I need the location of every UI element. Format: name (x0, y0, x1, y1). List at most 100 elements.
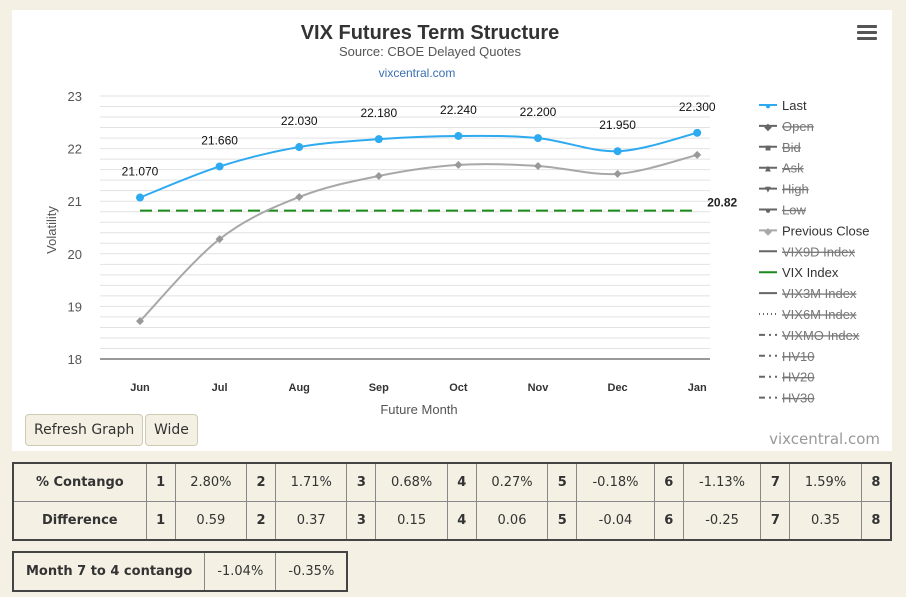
y-tick-label: 19 (68, 299, 82, 314)
last-data-label: 22.180 (360, 106, 397, 120)
legend-marker-icon: ◆ (764, 226, 772, 237)
legend-label: Ask (782, 161, 804, 176)
last-point (136, 193, 144, 202)
month-index: 4 (446, 501, 477, 541)
last-data-label: 22.030 (281, 114, 318, 128)
y-tick-label: 20 (68, 247, 82, 262)
term-structure-chart: VIX Futures Term Structure Source: CBOE … (44, 22, 869, 417)
month-index: 6 (653, 462, 684, 502)
row-label: Month 7 to 4 contango (12, 551, 206, 592)
legend-label: VIXMO Index (782, 328, 860, 343)
x-tick-label: Jul (212, 382, 228, 394)
last-point (534, 134, 542, 143)
last-data-label: 21.660 (201, 133, 238, 147)
legend-item-hv20[interactable]: HV20 (759, 370, 815, 385)
y-tick-label: 22 (68, 142, 82, 157)
cell-value: -0.35% (275, 551, 348, 592)
legend-item-open[interactable]: ◆ Open (759, 119, 814, 134)
last-data-label: 22.300 (679, 100, 716, 114)
table-row: Difference 1 0.59 2 0.37 3 0.15 4 0.06 5 -0.04 6 -0.… (12, 501, 892, 541)
legend-marker-icon: ● (765, 206, 771, 217)
chart-link[interactable]: vixcentral.com (379, 66, 456, 80)
last-data-label: 22.240 (440, 103, 477, 117)
legend-item-ask[interactable]: ▲ Ask (759, 161, 804, 176)
x-tick-label: Aug (289, 382, 310, 394)
last-point (454, 131, 463, 140)
cell-value: -1.04% (204, 551, 277, 592)
cell-value: -1.13% (682, 462, 762, 502)
last-data-label: 22.200 (520, 105, 557, 119)
wide-button[interactable]: Wide (145, 414, 198, 446)
chart-title: VIX Futures Term Structure (301, 22, 560, 44)
legend-label: VIX3M Index (782, 286, 857, 301)
legend-label: Bid (782, 140, 801, 155)
month-index: 3 (346, 462, 377, 502)
previous-close-point (534, 161, 542, 170)
legend-item-vix3m-index[interactable]: VIX3M Index (759, 286, 857, 301)
month-index: 8 (860, 501, 892, 541)
x-tick-label: Jan (688, 382, 707, 394)
legend-label: HV10 (782, 349, 815, 364)
month-index: 2 (246, 462, 277, 502)
month-index: 7 (760, 462, 791, 502)
y-tick-label: 18 (68, 352, 82, 367)
month-index: 8 (860, 462, 892, 502)
credit-link[interactable]: vixcentral.com (769, 430, 880, 448)
cell-value: 0.15 (375, 501, 448, 541)
legend-label: VIX Index (782, 265, 839, 280)
previous-close-point (136, 317, 144, 326)
table-row: % Contango 1 2.80% 2 1.71% 3 0.68% 4 0.27% 5 -0.18… (12, 462, 892, 502)
month-index: 3 (346, 501, 377, 541)
month-index: 6 (653, 501, 684, 541)
previous-close-point (215, 235, 224, 244)
cell-value: 0.68% (375, 462, 448, 502)
legend-item-vix9d-index[interactable]: VIX9D Index (759, 244, 855, 259)
last-point (613, 147, 622, 156)
legend-item-vix-index[interactable]: VIX Index (759, 265, 839, 280)
previous-close-point (295, 192, 304, 201)
legend-label: High (782, 182, 809, 197)
legend-label: HV20 (782, 370, 815, 385)
cell-value: 0.27% (475, 462, 549, 502)
legend-label: Open (782, 119, 814, 134)
chart-subtitle: Source: CBOE Delayed Quotes (339, 44, 522, 59)
legend-item-bid[interactable]: ■ Bid (759, 140, 801, 155)
legend-label: VIX6M Index (782, 307, 857, 322)
month-7-to-4-table: Month 7 to 4 contango -1.04% -0.35% (12, 551, 349, 592)
legend-item-hv10[interactable]: HV10 (759, 349, 815, 364)
legend-item-high[interactable]: ▼ High (759, 182, 809, 197)
cell-value: 0.59 (174, 501, 248, 541)
x-tick-label: Nov (528, 382, 550, 394)
row-label: Difference (12, 501, 147, 541)
x-tick-label: Sep (369, 382, 389, 394)
last-point (295, 143, 304, 152)
legend-marker-icon: ▼ (763, 185, 773, 196)
table-row: Month 7 to 4 contango -1.04% -0.35% (12, 551, 348, 592)
cell-value: 1.59% (789, 462, 862, 502)
month-index: 1 (145, 462, 176, 502)
legend-label: VIX9D Index (782, 244, 855, 259)
x-tick-label: Jun (130, 382, 150, 394)
legend-marker-icon: ◆ (764, 122, 772, 133)
x-tick-label: Dec (608, 382, 628, 394)
cell-value: 0.37 (275, 501, 348, 541)
last-line (139, 131, 698, 199)
refresh-graph-button[interactable]: Refresh Graph (25, 414, 144, 446)
y-tick-label: 21 (68, 194, 82, 209)
menu-icon[interactable] (857, 25, 877, 43)
legend-item-vix6m-index[interactable]: VIX6M Index (759, 307, 857, 322)
month-index: 1 (145, 501, 176, 541)
legend-item-previous-close[interactable]: ◆ Previous Close (759, 223, 869, 238)
previous-close-point (454, 160, 463, 169)
month-index: 7 (760, 501, 791, 541)
x-tick-label: Oct (449, 382, 468, 394)
month-index: 5 (547, 462, 578, 502)
legend-item-last[interactable]: ● Last (759, 98, 807, 113)
legend-item-hv30[interactable]: HV30 (759, 391, 815, 406)
legend-item-vixmo-index[interactable]: VIXMO Index (759, 328, 860, 343)
legend-marker-icon: ▲ (763, 164, 773, 175)
month-index: 4 (446, 462, 477, 502)
legend-marker-icon: ● (765, 101, 771, 112)
legend-item-low[interactable]: ● Low (759, 203, 806, 218)
cell-value: 1.71% (275, 462, 348, 502)
